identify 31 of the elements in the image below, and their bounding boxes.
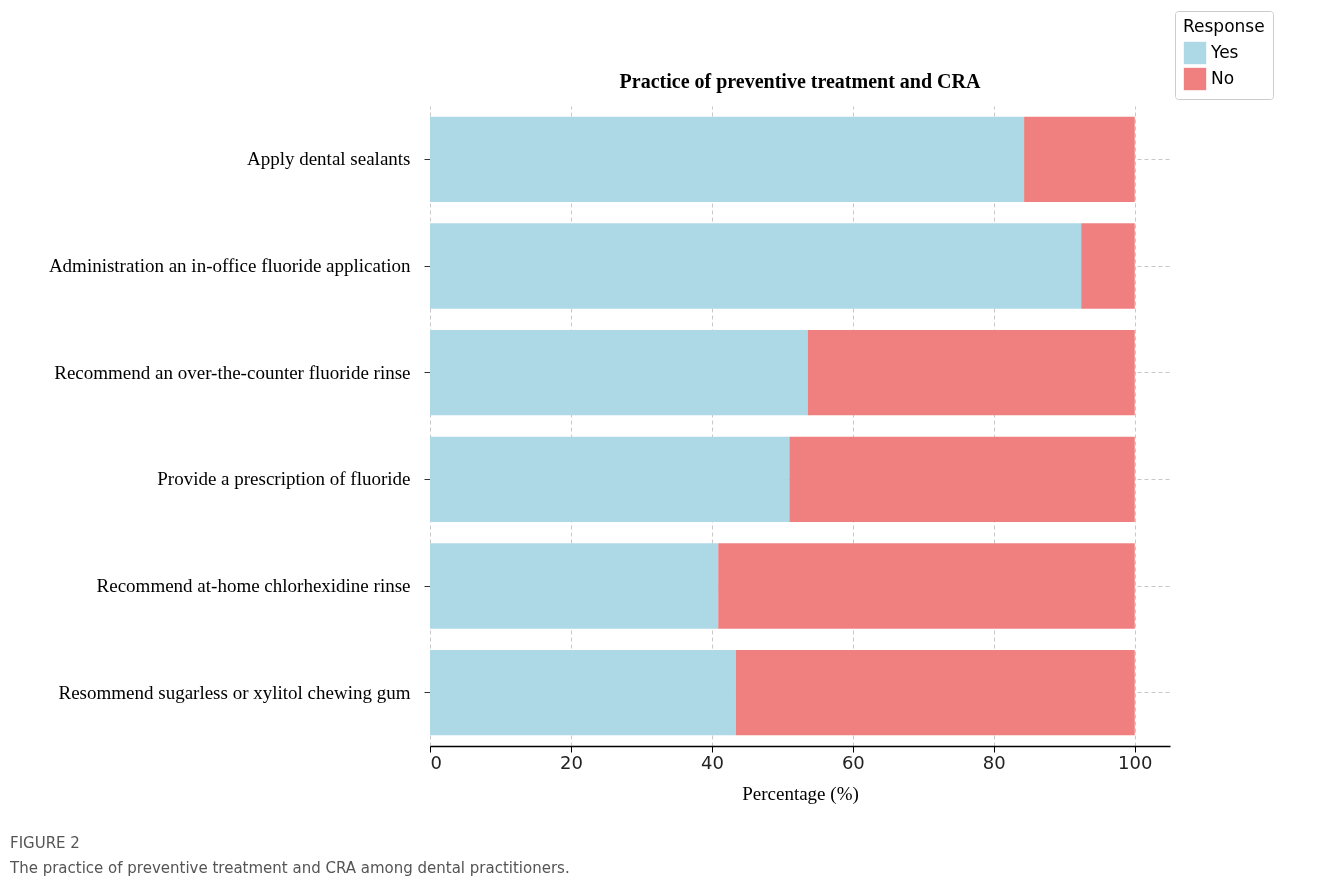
y-tick-label: Resommend sugarless or xylitol chewing gum: [58, 681, 411, 703]
y-tick-label: Administration an in-office fluoride application: [48, 255, 411, 276]
bar: [430, 650, 736, 736]
bar: [430, 436, 790, 522]
bar: [807, 330, 1135, 416]
bar: [718, 543, 1135, 629]
bar: [430, 330, 808, 416]
y-tick-label: Recommend at-home chlorhexidine rinse: [96, 575, 411, 596]
bar: [1081, 223, 1135, 309]
bar: [735, 650, 1135, 736]
bar: [430, 223, 1082, 309]
chart-title: Practice of preventive treatment and CRA: [619, 70, 981, 93]
x-tick-label: 80: [982, 751, 1006, 773]
y-tick-label: Provide a prescription of fluoride: [157, 468, 411, 490]
y-tick-label: Apply dental sealants: [246, 148, 411, 170]
x-tick-label: 60: [841, 751, 865, 773]
legend-label: No: [1211, 68, 1235, 88]
legend-label: Yes: [1210, 42, 1239, 62]
x-tick-label: 40: [700, 751, 724, 773]
x-tick-label: 100: [1118, 751, 1153, 773]
x-axis-title: Percentage (%): [742, 782, 859, 805]
y-tick-label: Recommend an over-the-counter fluoride rinse: [54, 361, 411, 383]
legend-title: Response: [1183, 16, 1265, 36]
bar: [430, 543, 719, 629]
bar: [430, 116, 1025, 202]
text: The practice of preventive treatment and CRA among dental practitioners.: [9, 858, 570, 877]
bar: [1024, 116, 1135, 202]
caption: FIGURE 2: [10, 833, 80, 852]
bar: [789, 436, 1135, 522]
x-tick-label: 0: [430, 751, 442, 773]
x-tick-label: 20: [560, 751, 583, 773]
